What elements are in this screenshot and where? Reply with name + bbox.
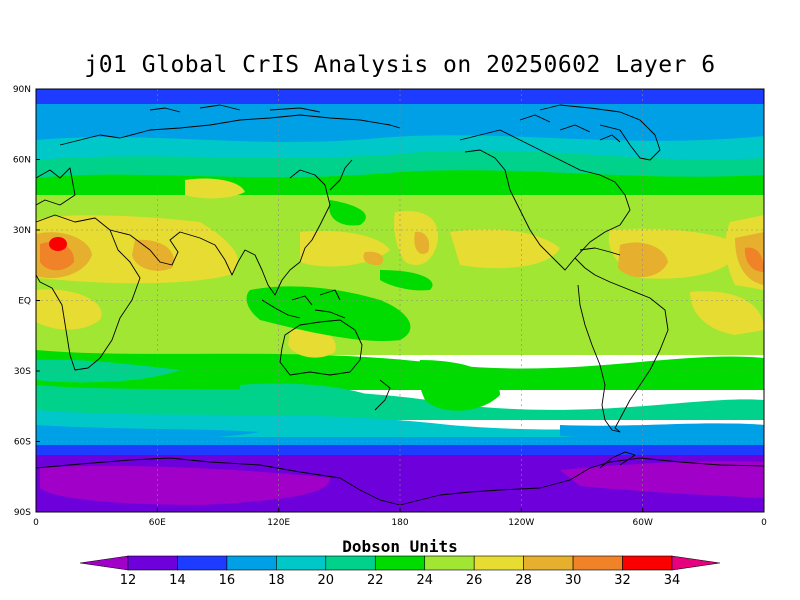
region-tropical-green	[380, 270, 433, 291]
y-tick-label: EQ	[18, 297, 31, 307]
region-orange-pacific	[414, 231, 430, 254]
colorbar-label: 32	[614, 573, 631, 588]
region-sh-yellow-green	[600, 319, 690, 352]
colorbar-swatch	[374, 555, 426, 571]
band-antarctic-low	[560, 461, 764, 498]
region-tropical-green	[246, 286, 411, 341]
coastline-south-america	[574, 257, 669, 433]
region-south-blue	[560, 423, 764, 441]
colorbar-label: 12	[120, 573, 137, 588]
colorbar-label: 20	[318, 573, 335, 588]
coastline-north-america	[459, 129, 631, 271]
y-tick-label: 30N	[13, 226, 31, 236]
colorbar-swatch	[177, 555, 228, 571]
colorbar-title: Dobson Units	[342, 537, 458, 556]
x-tick-label: 120W	[508, 518, 534, 528]
coastline-antarctica	[35, 457, 765, 506]
colorbar-label: 16	[219, 573, 236, 588]
region-eq-yellow	[36, 289, 102, 330]
coastline-japan	[329, 159, 353, 191]
coastline-india	[199, 169, 331, 296]
colorbar-label: 28	[515, 573, 532, 588]
colorbar-swatch	[226, 555, 277, 571]
x-tick-label: 180	[391, 518, 408, 528]
x-tick-label: 120E	[267, 518, 290, 528]
y-tick-label: 60N	[13, 156, 31, 166]
y-tick-label: 30S	[14, 367, 31, 377]
region-orange-inner	[40, 242, 75, 271]
colorbar-label: 30	[565, 573, 582, 588]
grid-lines	[36, 89, 764, 512]
band-polar-north	[36, 89, 764, 104]
coastline-africa	[35, 167, 141, 371]
coastline-eurasia-arctic	[149, 104, 321, 113]
x-tick-label: 0	[761, 518, 767, 528]
region-red-max	[49, 237, 67, 251]
colorbar-swatch	[325, 555, 376, 571]
region-ne-yellow	[185, 178, 245, 199]
region-sh-yellow	[690, 291, 764, 335]
region-north-subtropics	[450, 229, 560, 269]
y-tick-label: 90S	[14, 508, 31, 518]
coastline-antarctic-peninsula	[599, 451, 636, 469]
colorbar-label: 14	[169, 573, 186, 588]
colorbar-label: 18	[268, 573, 285, 588]
colorbar-swatch	[127, 555, 178, 571]
band-south-high	[36, 437, 764, 447]
coastlines	[35, 104, 765, 506]
colorbar-swatch	[622, 555, 673, 571]
region-orange-pacific	[363, 251, 384, 266]
colorbar-swatch	[671, 555, 721, 571]
colorbar-label: 26	[466, 573, 483, 588]
coastline-arabia	[109, 229, 201, 266]
colorbar-swatch	[523, 555, 574, 571]
coastline-arctic-islands	[519, 114, 621, 143]
axis-ticks	[36, 88, 644, 513]
colorbar: 12 14 16 18 20 22 24 26 28 30 32 34	[79, 555, 721, 588]
y-tick-labels: 90N 60N 30N EQ 30S 60S 90S	[13, 85, 31, 518]
colorbar-swatch	[572, 555, 623, 571]
coastline-indonesia	[261, 289, 346, 319]
band-south-subpolar	[36, 385, 764, 420]
y-tick-label: 90N	[13, 85, 31, 95]
coastline-australia	[279, 319, 363, 376]
x-tick-label: 60W	[633, 518, 653, 528]
coastline-eurasia-north	[59, 114, 401, 146]
colorbar-swatch	[276, 555, 327, 571]
region-tropical-green	[329, 200, 366, 226]
coastline-nz	[374, 379, 391, 411]
x-tick-labels: 0 60E 120E 180 120W 60W 0	[33, 518, 767, 528]
colorbar-label: 24	[416, 573, 433, 588]
map-title: j01 Global CrIS Analysis on 20250602 Lay…	[84, 52, 716, 78]
region-sh-green	[240, 383, 380, 408]
colorbar-label: 34	[664, 573, 681, 588]
region-sh-green	[417, 360, 500, 411]
colorbar-label: 22	[367, 573, 384, 588]
colorbar-swatch	[79, 555, 129, 571]
region-south-blue	[36, 425, 260, 441]
colorbar-swatch	[424, 555, 475, 571]
coastline-caribbean	[579, 247, 621, 256]
band-antarctic-low	[40, 465, 330, 505]
x-tick-label: 60E	[149, 518, 166, 528]
region-sh-yellow	[288, 328, 336, 358]
colorbar-swatch	[473, 555, 524, 571]
region-orange-inner	[744, 247, 764, 272]
coastline-greenland	[539, 104, 661, 161]
y-tick-label: 60S	[14, 438, 31, 448]
x-tick-label: 0	[33, 518, 39, 528]
